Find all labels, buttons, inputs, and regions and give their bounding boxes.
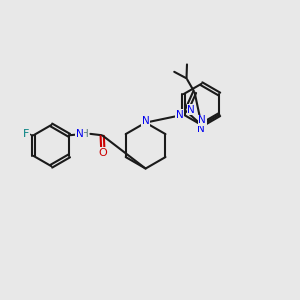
Text: N: N (187, 105, 195, 115)
Text: N: N (176, 110, 183, 120)
Text: N: N (198, 115, 206, 125)
Text: N: N (76, 129, 83, 139)
Text: O: O (98, 148, 107, 158)
Text: N: N (197, 124, 205, 134)
Text: N: N (142, 116, 149, 126)
Text: F: F (23, 129, 29, 139)
Text: H: H (81, 129, 88, 139)
